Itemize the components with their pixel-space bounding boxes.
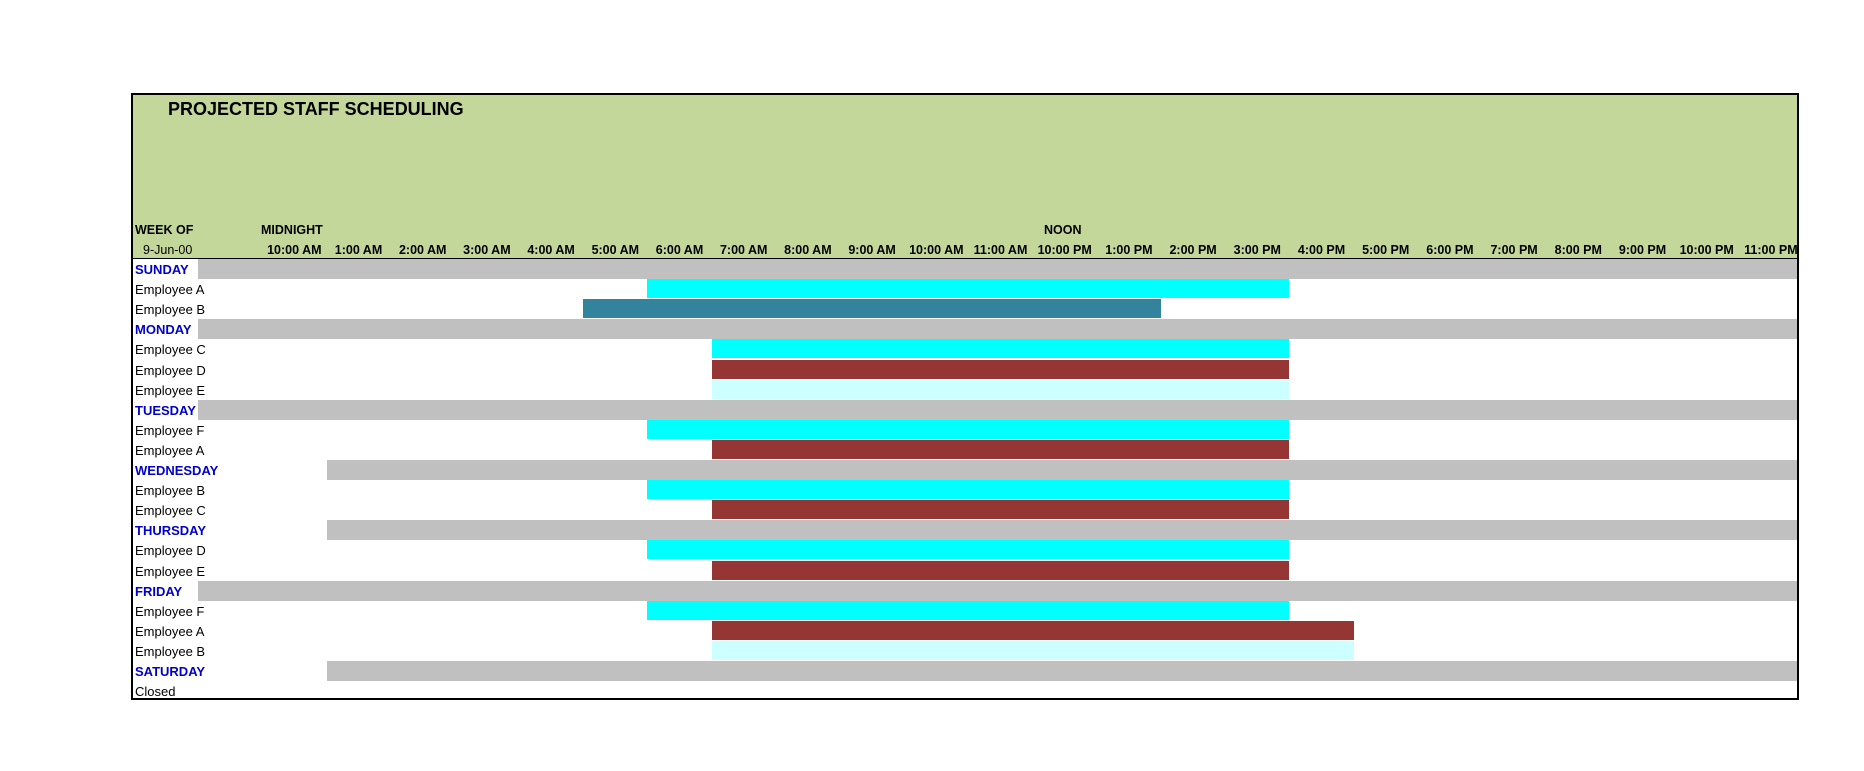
day-row: MONDAY bbox=[133, 319, 1797, 340]
day-band bbox=[327, 661, 1797, 681]
employee-row: Employee C bbox=[133, 500, 1797, 520]
employee-label[interactable]: Employee A bbox=[135, 623, 205, 639]
hour-label: 4:00 AM bbox=[527, 243, 575, 257]
employee-row: Employee C bbox=[133, 339, 1797, 359]
shift-bar[interactable] bbox=[711, 359, 1290, 379]
employee-label[interactable]: Employee E bbox=[135, 382, 206, 398]
day-label[interactable]: WEDNESDAY bbox=[135, 463, 219, 478]
hour-label: 6:00 PM bbox=[1426, 243, 1474, 257]
employee-row: Employee A bbox=[133, 439, 1797, 460]
hour-label: 9:00 PM bbox=[1618, 243, 1667, 257]
day-row: TUESDAY bbox=[133, 399, 1797, 420]
hour-label: 11:00 AM bbox=[973, 243, 1028, 257]
hour-label: 7:00 AM bbox=[719, 243, 768, 257]
shift-bar[interactable] bbox=[711, 339, 1290, 359]
day-band bbox=[327, 460, 1797, 480]
day-row: WEDNESDAY bbox=[133, 460, 1797, 480]
hour-label: 9:00 AM bbox=[848, 243, 896, 257]
shift-bar[interactable] bbox=[711, 620, 1354, 640]
hour-label: 10:00 AM bbox=[267, 243, 322, 257]
employee-row: Closed bbox=[133, 681, 1797, 701]
hour-label: 1:00 AM bbox=[334, 243, 383, 257]
shift-bar[interactable] bbox=[711, 500, 1290, 520]
employee-row: Employee F bbox=[133, 600, 1797, 621]
shift-bar[interactable] bbox=[647, 480, 1290, 500]
employee-label[interactable]: Employee F bbox=[135, 603, 205, 619]
day-label[interactable]: FRIDAY bbox=[135, 583, 183, 599]
hour-label: 3:00 AM bbox=[463, 243, 511, 257]
day-label[interactable]: MONDAY bbox=[135, 322, 192, 338]
hour-label: 6:00 AM bbox=[655, 243, 704, 257]
employee-label[interactable]: Employee A bbox=[135, 442, 205, 458]
hour-label: 3:00 PM bbox=[1233, 243, 1281, 257]
shift-bar[interactable] bbox=[583, 299, 1161, 319]
shift-bar[interactable] bbox=[647, 540, 1290, 560]
hour-label: 10:00 PM bbox=[1679, 243, 1734, 257]
employee-label[interactable]: Employee C bbox=[135, 342, 206, 358]
day-row: SUNDAY bbox=[133, 259, 1797, 279]
day-row: THURSDAY bbox=[133, 520, 1797, 541]
hour-label: 1:00 PM bbox=[1105, 243, 1153, 257]
hour-label: 5:00 PM bbox=[1362, 243, 1410, 257]
employee-row: Employee F bbox=[133, 419, 1797, 440]
noon-label: NOON bbox=[1044, 223, 1082, 237]
day-label[interactable]: THURSDAY bbox=[135, 523, 207, 539]
employee-row: Employee B bbox=[133, 480, 1797, 500]
midnight-label: MIDNIGHT bbox=[261, 223, 323, 237]
hour-label: 5:00 AM bbox=[591, 243, 640, 257]
employee-row: Employee B bbox=[133, 299, 1797, 319]
shift-bar[interactable] bbox=[711, 640, 1354, 660]
hour-label: 10:00 AM bbox=[909, 243, 964, 257]
hour-label: 7:00 PM bbox=[1490, 243, 1538, 257]
sheet-title: PROJECTED STAFF SCHEDULING bbox=[168, 99, 464, 119]
employee-row: Employee A bbox=[133, 279, 1797, 299]
day-row: FRIDAY bbox=[133, 580, 1797, 601]
employee-label[interactable]: Closed bbox=[135, 684, 176, 700]
employee-label[interactable]: Employee C bbox=[135, 503, 206, 519]
sheet-header: PROJECTED STAFF SCHEDULING WEEK OF 9-Jun… bbox=[133, 95, 1798, 259]
day-label[interactable]: SATURDAY bbox=[135, 664, 206, 679]
employee-row: Employee E bbox=[133, 379, 1797, 400]
header-divider bbox=[133, 258, 1797, 259]
shift-bar[interactable] bbox=[647, 419, 1290, 439]
day-band bbox=[327, 520, 1797, 541]
hour-label: 10:00 PM bbox=[1037, 243, 1092, 257]
shift-bar[interactable] bbox=[711, 379, 1290, 399]
employee-label[interactable]: Employee A bbox=[135, 282, 205, 298]
employee-label[interactable]: Employee D bbox=[135, 543, 206, 559]
schedule-sheet: PROJECTED STAFF SCHEDULING WEEK OF 9-Jun… bbox=[131, 93, 1799, 700]
employee-row: Employee D bbox=[133, 540, 1797, 560]
employee-row: Employee E bbox=[133, 560, 1797, 581]
hour-label: 11:00 PM bbox=[1744, 243, 1798, 257]
hour-label: 8:00 AM bbox=[784, 243, 832, 257]
employee-label[interactable]: Employee B bbox=[135, 483, 206, 499]
day-label[interactable]: TUESDAY bbox=[135, 402, 196, 418]
day-label[interactable]: SUNDAY bbox=[135, 262, 189, 277]
employee-label[interactable]: Employee E bbox=[135, 563, 206, 579]
employee-row: Employee B bbox=[133, 640, 1797, 661]
day-band bbox=[198, 399, 1797, 420]
shift-bar[interactable] bbox=[647, 279, 1290, 299]
shift-bar[interactable] bbox=[711, 439, 1290, 459]
employee-label[interactable]: Employee B bbox=[135, 302, 206, 318]
day-band bbox=[198, 259, 1797, 279]
employee-label[interactable]: Employee F bbox=[135, 422, 205, 438]
day-band bbox=[198, 580, 1797, 601]
shift-bar[interactable] bbox=[711, 560, 1290, 580]
employee-label[interactable]: Employee B bbox=[135, 643, 206, 659]
week-of-label: WEEK OF bbox=[135, 223, 194, 237]
employee-label[interactable]: Employee D bbox=[135, 362, 206, 378]
day-band bbox=[198, 319, 1797, 340]
week-date[interactable]: 9-Jun-00 bbox=[143, 243, 193, 257]
employee-row: Employee D bbox=[133, 359, 1797, 380]
shift-bar[interactable] bbox=[647, 600, 1290, 620]
hour-label: 4:00 PM bbox=[1297, 243, 1346, 257]
employee-row: Employee A bbox=[133, 620, 1797, 641]
hour-label: 2:00 PM bbox=[1169, 243, 1217, 257]
hour-label: 8:00 PM bbox=[1554, 243, 1602, 257]
hour-label: 2:00 AM bbox=[398, 243, 447, 257]
day-row: SATURDAY bbox=[133, 661, 1797, 681]
